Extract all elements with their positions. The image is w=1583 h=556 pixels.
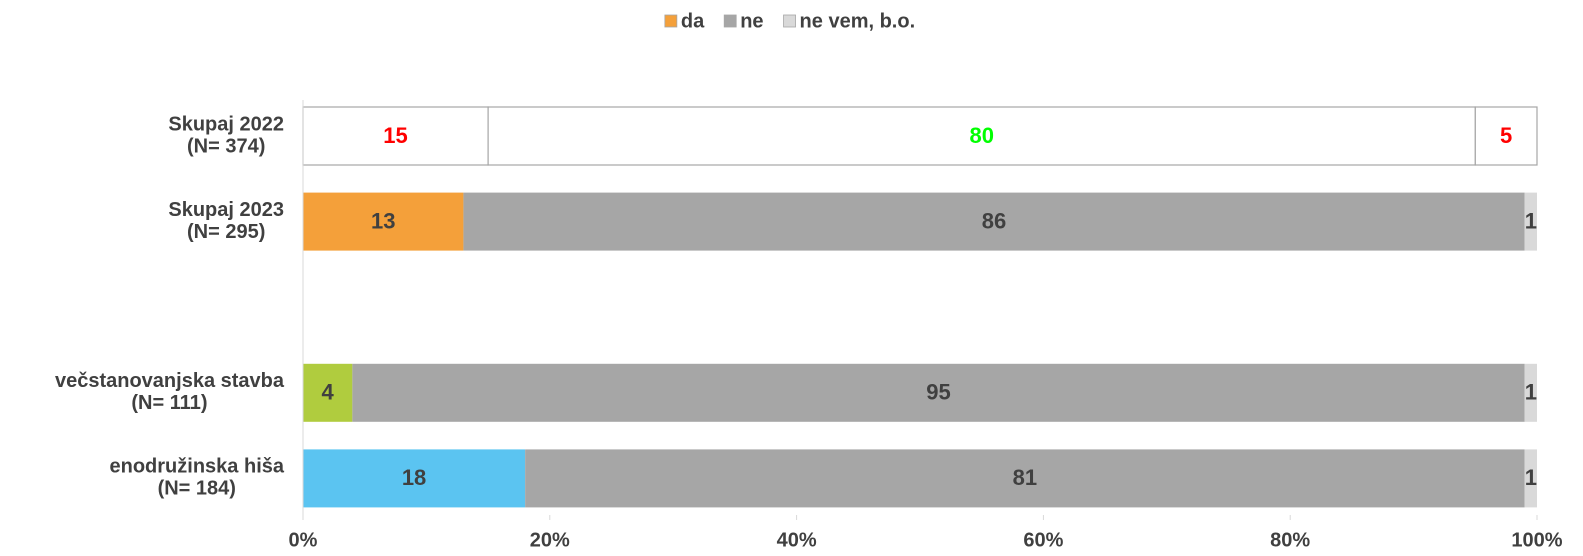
legend-swatch [664, 14, 678, 28]
legend-swatch [783, 14, 796, 28]
category-label: (N= 184) [158, 478, 236, 500]
category-label: (N= 111) [131, 392, 207, 414]
data-label: 81 [1013, 465, 1037, 490]
x-tick-label: 20% [530, 529, 570, 551]
legend-label: ne vem, b.o. [800, 10, 916, 32]
bar-segment [302, 106, 489, 166]
data-label: 5 [1500, 123, 1512, 148]
bar-segment [1474, 106, 1538, 166]
bar-segment [303, 363, 353, 422]
category-label: Skupaj 2022 [168, 113, 284, 135]
bar-segment [525, 449, 1525, 508]
category-label: večstanovanjska stavba [55, 370, 285, 392]
data-label: 4 [322, 380, 335, 405]
category-label: Skupaj 2023 [168, 199, 284, 221]
bar-segment [463, 192, 1525, 251]
data-label: 1 [1525, 380, 1537, 405]
data-label: 80 [969, 123, 993, 148]
category-label: enodružinska hiša [110, 456, 285, 478]
bar-segment [1524, 363, 1537, 422]
legend-label: ne [740, 10, 763, 32]
x-tick-label: 60% [1023, 529, 1063, 551]
data-label: 95 [926, 380, 950, 405]
x-tick-label: 100% [1511, 529, 1562, 551]
bar-segment [1524, 192, 1537, 251]
x-tick-label: 0% [289, 529, 318, 551]
data-label: 13 [371, 208, 395, 233]
bar-segment [1524, 449, 1537, 508]
legend-label: da [681, 10, 705, 32]
data-label: 15 [383, 123, 407, 148]
data-label: 86 [982, 208, 1006, 233]
x-tick-label: 40% [777, 529, 817, 551]
bar-segment [352, 363, 1525, 422]
category-label: (N= 295) [187, 221, 265, 243]
category-label: (N= 374) [187, 135, 265, 157]
x-tick-label: 80% [1270, 529, 1310, 551]
data-label: 1 [1525, 208, 1537, 233]
bar-segment [303, 192, 464, 251]
data-label: 1 [1525, 465, 1537, 490]
bar-segment [303, 449, 526, 508]
legend-swatch [723, 14, 737, 28]
data-label: 18 [402, 465, 426, 490]
